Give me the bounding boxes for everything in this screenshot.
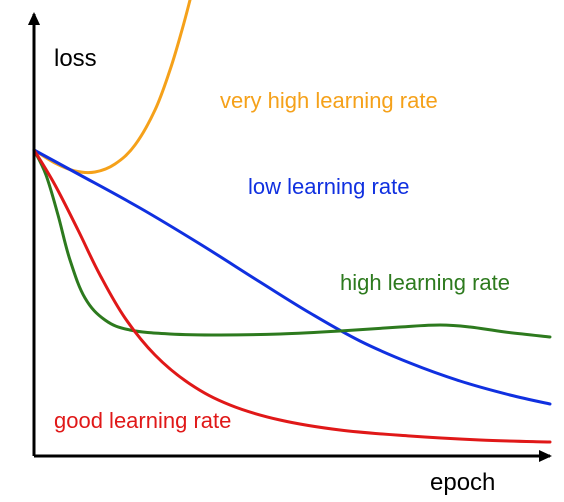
learning-rate-loss-chart: loss epoch very high learning rate low lear… [0, 0, 564, 502]
y-axis-label: loss [54, 45, 97, 72]
x-axis-label: epoch [430, 469, 495, 496]
series-label-good-learning-rate: good learning rate [54, 408, 231, 433]
x-axis-arrow-icon [539, 450, 552, 462]
series-label-high-learning-rate: high learning rate [340, 270, 510, 295]
y-axis-arrow-icon [28, 12, 40, 25]
series-very-high-learning-rate [34, 0, 190, 173]
chart-svg: loss epoch very high learning rate low lear… [0, 0, 564, 502]
series-label-very-high-learning-rate: very high learning rate [220, 88, 438, 113]
series-label-low-learning-rate: low learning rate [248, 174, 409, 199]
